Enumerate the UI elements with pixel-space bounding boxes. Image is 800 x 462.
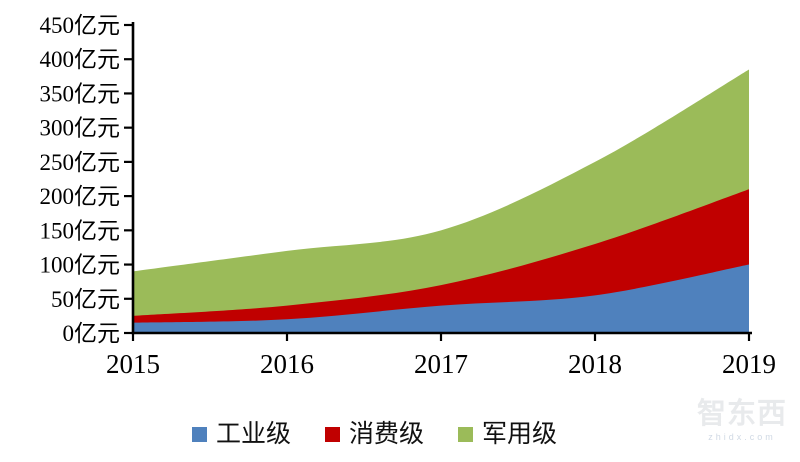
chart-legend: 工业级 消费级 军用级 [192,416,557,452]
legend-item-consumer: 消费级 [325,422,424,447]
y-axis-tick-label: 250亿元 [40,150,121,175]
y-axis-tick-label: 350亿元 [40,81,121,106]
legend-label-military: 军用级 [482,420,558,448]
x-axis-tick-label: 2015 [106,349,160,379]
x-axis-tick-label: 2017 [414,349,468,379]
legend-swatch-consumer [325,426,341,442]
x-axis-tick-label: 2018 [568,349,622,379]
y-axis-tick-label: 200亿元 [40,184,121,209]
y-axis-tick-label: 50亿元 [51,287,120,312]
x-axis-tick-label: 2019 [722,349,776,379]
y-axis-tick-label: 150亿元 [40,218,121,243]
y-axis-tick-label: 400亿元 [40,47,121,72]
legend-label-industrial: 工业级 [216,420,292,448]
y-axis-tick-label: 450亿元 [40,13,121,38]
y-axis-tick-label: 0亿元 [63,321,121,346]
area-series-工业级 [133,264,749,333]
y-axis-tick-label: 100亿元 [40,253,121,278]
legend-item-industrial: 工业级 [192,422,291,447]
y-axis-tick-label: 300亿元 [40,116,121,141]
legend-swatch-industrial [192,426,207,442]
x-axis-tick-label: 2016 [260,349,314,379]
legend-swatch-military [458,426,474,442]
legend-item-military: 军用级 [458,422,557,447]
legend-label-consumer: 消费级 [349,420,425,448]
